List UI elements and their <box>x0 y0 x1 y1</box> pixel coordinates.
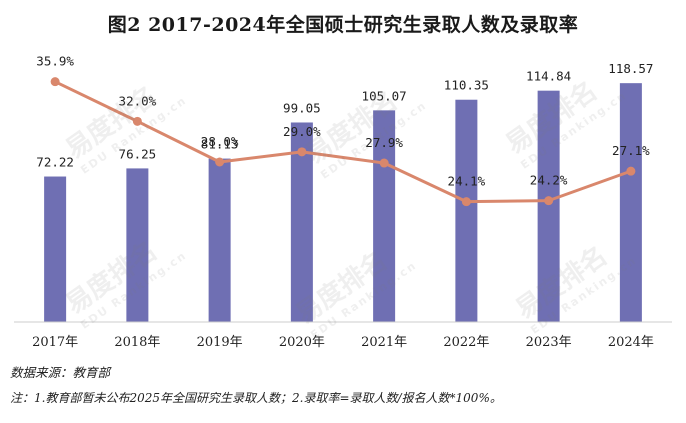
rate-line-series: 35.9% 32.0% 28.0% 29.0% 27.9% 24.1% 24.2% 27.1% <box>36 54 650 207</box>
rate-point <box>461 197 471 207</box>
bar <box>455 99 478 322</box>
x-tick-label: 2019年 <box>197 335 243 350</box>
rate-value-label: 24.2% <box>530 173 568 188</box>
rate-point <box>544 196 554 206</box>
x-tick-label: 2021年 <box>361 335 407 350</box>
rate-value-label: 27.9% <box>365 135 403 150</box>
chart-title: 图2 2017-2024年全国硕士研究生录取人数及录取率 <box>107 14 579 36</box>
bar-value-label: 114.84 <box>526 69 571 84</box>
bar-value-label: 99.05 <box>283 100 321 115</box>
rate-value-label: 29.0% <box>283 124 321 139</box>
data-source-note: 数据来源：教育部 <box>10 365 111 380</box>
x-tick-label: 2024年 <box>608 335 654 350</box>
x-tick-label: 2018年 <box>114 335 160 350</box>
bar-value-label: 105.07 <box>362 88 407 103</box>
x-axis: 2017年 2018年 2019年 2020年 2021年 2022年 2023年 2024年 <box>14 321 672 350</box>
bar <box>208 158 231 322</box>
rate-line <box>54 80 632 204</box>
rate-point <box>297 147 307 157</box>
rate-point <box>626 166 636 176</box>
bar <box>619 83 642 323</box>
bar <box>44 176 67 322</box>
x-tick-label: 2017年 <box>32 335 78 350</box>
rate-value-label: 28.0% <box>201 134 239 149</box>
rate-value-label: 27.1% <box>612 143 650 158</box>
rate-point <box>50 77 60 87</box>
bar-value-label: 81.13 <box>201 137 239 152</box>
rate-point <box>379 158 389 168</box>
bar-value-label: 110.35 <box>444 78 489 93</box>
rate-point <box>132 116 142 126</box>
bar-value-label: 118.57 <box>608 61 653 76</box>
bar-value-label: 76.25 <box>119 146 157 161</box>
bar <box>126 168 149 322</box>
footnote: 注：1.教育部暂未公布2025年全国研究生录取人数；2.录取率=录取人数/报名人… <box>10 391 502 405</box>
rate-value-label: 35.9% <box>36 54 74 69</box>
bar-value-label: 72.22 <box>36 155 74 170</box>
bar-series: 72.22 76.25 81.13 99.05 105.07 110.35 114.84 11… <box>36 61 653 323</box>
bar <box>537 90 560 322</box>
rate-value-label: 24.1% <box>448 174 486 189</box>
rate-point <box>215 157 225 167</box>
x-tick-label: 2022年 <box>443 335 489 350</box>
x-tick-label: 2023年 <box>526 335 572 350</box>
bar <box>290 122 313 322</box>
rate-value-label: 32.0% <box>119 93 157 108</box>
x-tick-label: 2020年 <box>279 335 325 350</box>
